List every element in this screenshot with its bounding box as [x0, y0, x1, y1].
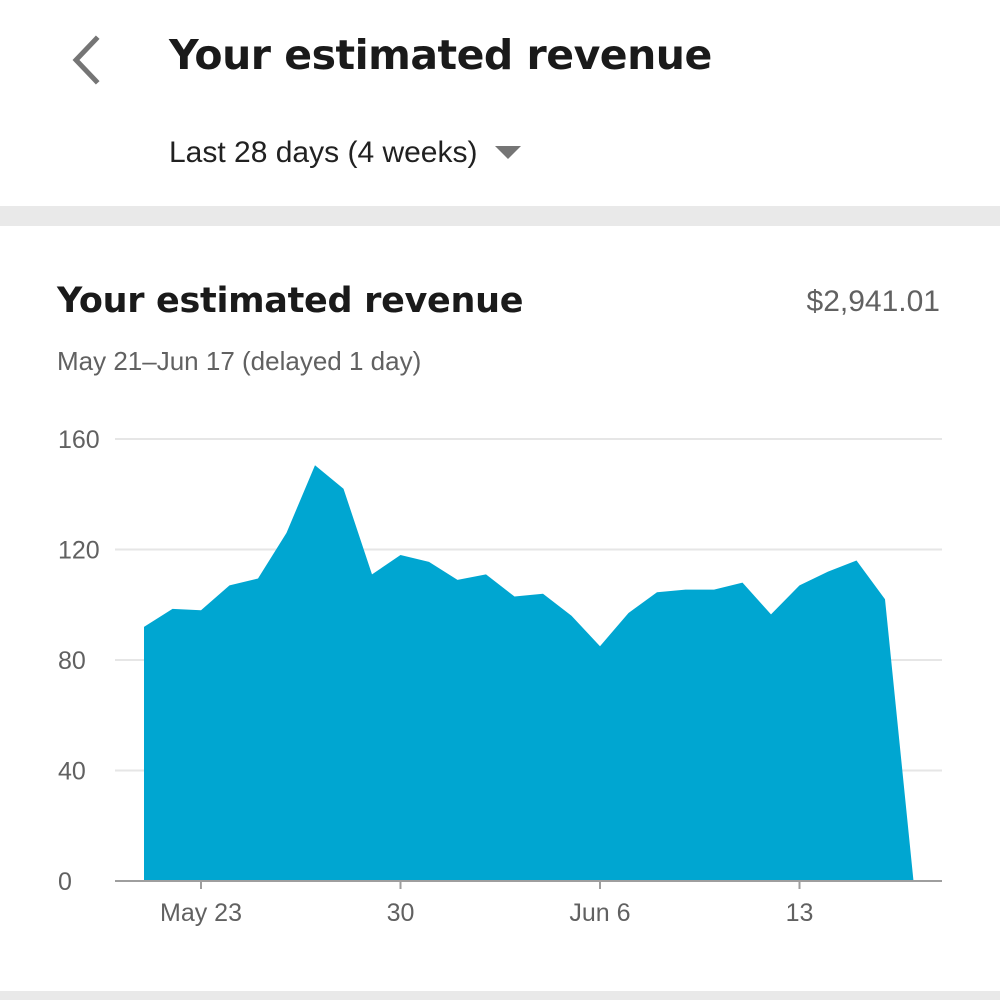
- app-header: Your estimated revenue Last 28 days (4 w…: [0, 0, 1000, 206]
- chevron-left-icon: [72, 35, 100, 85]
- y-axis-tick-labels: 0 40 80 120 160: [58, 426, 100, 896]
- period-dropdown[interactable]: Last 28 days (4 weeks): [169, 130, 522, 176]
- revenue-area-series: [144, 465, 914, 881]
- date-range-subtitle: May 21–Jun 17 (delayed 1 day): [57, 346, 422, 376]
- x-tick-label: 13: [786, 899, 814, 927]
- y-tick-label: 160: [58, 426, 100, 454]
- back-button[interactable]: [60, 30, 110, 90]
- y-tick-label: 40: [58, 758, 86, 786]
- x-tick-label: May 23: [160, 899, 242, 927]
- section-divider: [0, 206, 1000, 226]
- caret-down-icon: [495, 146, 522, 159]
- x-axis-tick-labels: May 23 30 Jun 6 13: [160, 899, 813, 927]
- y-tick-label: 80: [58, 647, 86, 675]
- revenue-total: $2,941.01: [806, 285, 940, 318]
- x-tick-label: Jun 6: [569, 899, 630, 927]
- y-tick-label: 0: [58, 868, 72, 896]
- page-title: Your estimated revenue: [169, 31, 712, 79]
- y-tick-label: 120: [58, 537, 100, 565]
- x-tick-label: 30: [387, 899, 415, 927]
- chart-area-layer: [144, 465, 914, 881]
- card-title: Your estimated revenue: [57, 281, 524, 321]
- period-dropdown-label: Last 28 days (4 weeks): [169, 136, 478, 169]
- chart-axis-layer: [115, 880, 942, 889]
- bottom-divider: [0, 991, 1000, 1000]
